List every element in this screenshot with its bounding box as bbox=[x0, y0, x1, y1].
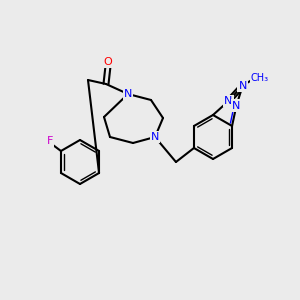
Text: N: N bbox=[232, 100, 241, 111]
Text: N: N bbox=[238, 81, 247, 91]
Text: N: N bbox=[124, 89, 132, 99]
Text: O: O bbox=[103, 57, 112, 67]
Text: CH₃: CH₃ bbox=[250, 73, 269, 82]
Text: N: N bbox=[151, 132, 159, 142]
Text: F: F bbox=[47, 136, 53, 146]
Text: N: N bbox=[224, 96, 233, 106]
